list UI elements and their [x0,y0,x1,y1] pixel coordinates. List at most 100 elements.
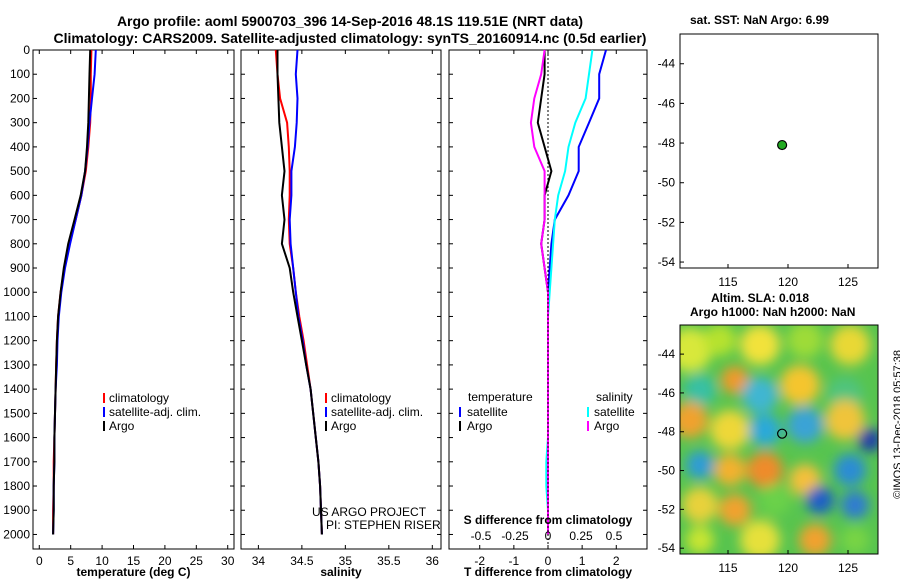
float-position-marker [777,428,788,439]
series-line [545,49,594,535]
depth-tick-label: 1200 [3,334,30,348]
depth-tick-label: 1300 [3,358,30,372]
legend-label: satellite [594,405,635,419]
map-y-label: -54 [658,541,676,555]
depth-tick-label: 1900 [3,503,30,517]
heatmap-cell [710,410,750,450]
heatmap-cell [740,520,780,554]
x-axis-label: T difference from climatology [464,565,632,579]
legend-label: Argo [109,419,135,433]
depth-tick-label: 700 [10,213,30,227]
depth-tick-label: 500 [10,164,30,178]
depth-tick-label: 1500 [3,406,30,420]
legend-label: climatology [331,391,391,405]
map-x-label: 120 [778,275,798,289]
heatmap-cell [759,484,791,516]
height-title: Argo h1000: NaN h2000: NaN [690,305,856,319]
x-tick-label: 35 [339,554,353,568]
legend-label: climatology [109,391,169,405]
heatmap-cell [825,400,865,440]
x-tick-label: 25 [190,554,204,568]
legend-label: satellite-adj. clim. [331,405,423,419]
heatmap-cell [721,366,749,394]
map-x-label: 125 [838,561,858,575]
legend-title-temperature: temperature [468,390,533,404]
x-tick-label: 10 [95,554,109,568]
float-position-marker [777,139,788,151]
map-y-label: -52 [658,502,676,516]
credit-line-2: PI: STEPHEN RISER [326,518,441,532]
s-tick-label: 0 [545,529,552,543]
depth-tick-label: 1700 [3,455,30,469]
s-tick-label: 0.5 [606,529,623,543]
heatmap-cell [830,325,870,365]
top-axis-label: S difference from climatology [464,513,633,527]
map-y-label: -48 [658,425,676,439]
legend-label: satellite-adj. clim. [109,405,201,419]
x-tick-label: 2 [613,554,620,568]
x-tick-label: 34.5 [290,554,314,568]
map-y-label: -48 [658,136,676,150]
heatmap-cell [682,487,718,523]
heatmap-cell [742,377,778,413]
legend-title-salinity: salinity [596,390,633,404]
x-tick-label: 15 [127,554,141,568]
heatmap-cell [714,454,746,486]
map-y-label: -44 [658,57,676,71]
s-tick-label: -0.5 [471,529,492,543]
map-frame [679,33,879,269]
imos-watermark: ©IMOS 13-Dec-2018 05:57:38 [892,350,900,499]
heatmap-cell [686,451,714,479]
heatmap-cell [787,407,823,443]
x-tick-label: 5 [67,554,74,568]
sla-heatmap [680,325,878,554]
panel-frame [240,49,442,550]
title-line-2: Climatology: CARS2009. Satellite-adjuste… [53,30,647,46]
map-x-label: 120 [778,561,798,575]
heatmap-cell [747,452,783,488]
depth-tick-label: 2000 [3,527,30,541]
depth-tick-label: 1400 [3,382,30,396]
map-frame [679,324,879,555]
heatmap-cell [799,524,831,554]
heatmap-cell [841,491,869,519]
depth-tick-label: 200 [10,91,30,105]
s-tick-label: 0.25 [569,529,593,543]
map-x-label: 125 [838,275,858,289]
heatmap-cell [740,325,780,365]
credit-line-1: US ARGO PROJECT [312,505,427,519]
x-tick-label: -1 [509,554,520,568]
depth-tick-label: 1600 [3,431,30,445]
x-tick-label: -2 [474,554,485,568]
heatmap-cell [858,428,878,452]
map-x-label: 115 [718,275,737,289]
series-line [288,49,323,535]
legend-label: Argo [467,419,493,433]
heatmap-cell [686,526,714,554]
series-line [52,49,97,535]
heatmap-blobs [680,325,878,554]
heatmap-cell [834,454,866,486]
x-tick-label: 30 [221,554,235,568]
map-y-label: -52 [658,215,676,229]
legend-label: Argo [594,419,620,433]
depth-tick-label: 600 [10,188,30,202]
series-line [274,49,323,535]
heatmap-cell [680,328,712,372]
series-line [52,49,92,535]
legend-label: satellite [467,405,508,419]
x-axis-label: salinity [320,565,362,579]
x-tick-label: 20 [158,554,172,568]
depth-tick-label: 100 [10,67,30,81]
x-axis-label: temperature (deg C) [76,565,190,579]
heatmap-cell [704,325,736,356]
depth-tick-label: 300 [10,116,30,130]
heatmap-cell [749,414,781,446]
map-y-label: -46 [658,96,676,110]
panel-frame [32,49,235,550]
heatmap-cell [780,365,820,405]
x-tick-label: 34 [252,554,266,568]
x-tick-label: 0 [36,554,43,568]
s-tick-label: -0.25 [501,529,529,543]
